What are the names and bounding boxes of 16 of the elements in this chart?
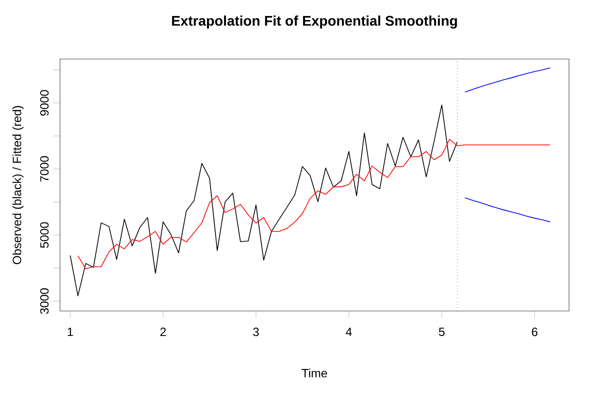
x-tick-label: 3 <box>253 328 259 336</box>
y-tick-label: 7000 <box>40 156 49 182</box>
x-tick-label: 1 <box>68 328 73 336</box>
x-tick-label: 6 <box>532 328 538 336</box>
line-series <box>70 104 458 296</box>
line-series <box>464 197 551 222</box>
x-tick-label: 2 <box>160 328 166 336</box>
y-axis-title: Observed (black) / Fitted (red) <box>12 106 24 264</box>
x-tick-label: 4 <box>346 328 352 336</box>
y-tick-label: 3000 <box>40 288 49 314</box>
x-axis-title: Time <box>302 368 328 378</box>
y-tick-label: 5000 <box>40 222 49 248</box>
chart-title: Extrapolation Fit of Exponential Smoothing <box>172 16 457 29</box>
y-tick-label: 9000 <box>40 90 49 116</box>
line-series <box>464 68 551 92</box>
x-tick-label: 5 <box>438 328 445 336</box>
